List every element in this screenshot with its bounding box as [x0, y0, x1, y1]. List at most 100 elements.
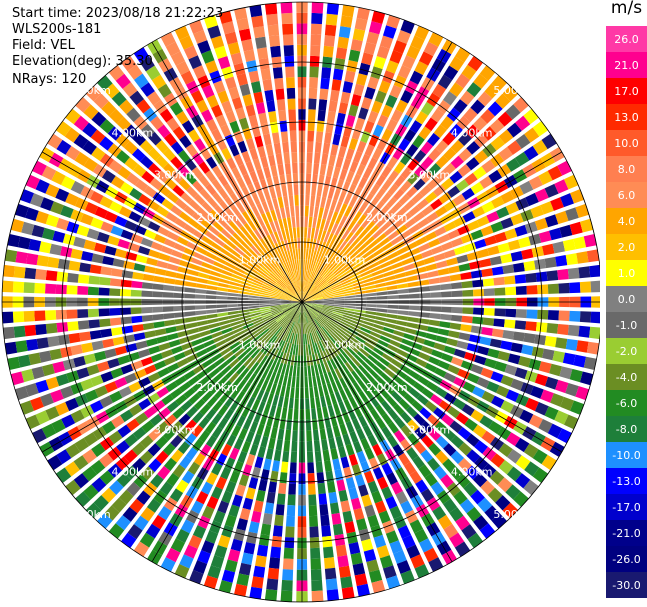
- velocity-gate: [270, 232, 277, 244]
- velocity-gate: [184, 311, 196, 317]
- velocity-gate: [330, 346, 339, 357]
- colorbar-swatch: [606, 520, 647, 547]
- velocity-gate: [400, 570, 415, 585]
- velocity-gate: [461, 64, 477, 80]
- velocity-gate: [456, 340, 469, 350]
- velocity-gate: [121, 532, 137, 549]
- velocity-gate: [417, 217, 430, 229]
- velocity-gate: [130, 233, 144, 244]
- velocity-gate: [203, 256, 215, 265]
- velocity-gate: [353, 256, 364, 266]
- velocity-gate: [258, 57, 270, 70]
- velocity-gate: [418, 286, 431, 292]
- velocity-gate: [253, 500, 264, 513]
- velocity-gate: [205, 408, 217, 421]
- velocity-gate: [387, 295, 399, 300]
- velocity-gate: [282, 275, 290, 285]
- velocity-gate: [265, 369, 273, 381]
- velocity-gate: [179, 455, 192, 469]
- velocity-gate: [45, 214, 60, 228]
- velocity-gate: [403, 461, 417, 475]
- velocity-gate: [139, 532, 155, 548]
- velocity-gate: [520, 209, 534, 222]
- velocity-gate: [101, 420, 116, 435]
- velocity-gate: [188, 393, 201, 405]
- velocity-gate: [320, 362, 327, 374]
- velocity-gate: [265, 277, 276, 286]
- velocity-gate: [314, 239, 320, 251]
- velocity-gate: [497, 242, 511, 254]
- velocity-gate: [101, 487, 117, 503]
- velocity-gate: [316, 330, 323, 341]
- velocity-gate: [504, 275, 516, 285]
- velocity-gate: [217, 312, 229, 318]
- velocity-gate: [320, 395, 327, 408]
- velocity-gate: [311, 292, 322, 298]
- velocity-gate: [369, 408, 381, 421]
- velocity-gate: [156, 260, 169, 269]
- velocity-gate: [172, 464, 186, 478]
- velocity-gate: [266, 276, 277, 284]
- velocity-gate: [569, 368, 583, 383]
- velocity-gate: [363, 41, 377, 55]
- velocity-gate: [170, 420, 184, 434]
- velocity-gate: [85, 502, 102, 519]
- velocity-gate: [500, 217, 514, 230]
- velocity-gate: [199, 188, 211, 201]
- velocity-gate: [292, 259, 296, 271]
- velocity-gate: [490, 436, 505, 451]
- velocity-gate: [260, 523, 272, 536]
- velocity-gate: [166, 472, 180, 487]
- velocity-gate: [287, 408, 293, 420]
- velocity-gate: [366, 296, 377, 300]
- velocity-gate: [532, 467, 549, 483]
- velocity-gate: [304, 227, 308, 238]
- velocity-gate: [224, 457, 236, 470]
- velocity-gate: [294, 270, 298, 282]
- velocity-gate: [251, 334, 262, 344]
- velocity-gate: [311, 273, 318, 284]
- velocity-gate: [330, 234, 338, 246]
- velocity-gate: [229, 470, 241, 484]
- velocity-gate: [323, 296, 334, 300]
- velocity-gate: [321, 326, 330, 336]
- velocity-gate: [277, 280, 287, 288]
- velocity-gate: [367, 110, 379, 124]
- velocity-gate: [280, 207, 286, 219]
- velocity-gate: [90, 374, 104, 387]
- velocity-gate: [252, 399, 261, 411]
- velocity-gate: [275, 208, 282, 220]
- velocity-gate: [242, 127, 253, 141]
- velocity-gate: [331, 285, 343, 292]
- velocity-gate: [379, 261, 391, 269]
- velocity-gate: [560, 396, 575, 411]
- velocity-gate: [399, 229, 412, 240]
- velocity-gate: [318, 252, 325, 264]
- velocity-gate: [167, 231, 180, 242]
- velocity-gate: [192, 380, 204, 392]
- velocity-gate: [334, 303, 345, 306]
- colorbar-swatch: [606, 286, 647, 313]
- velocity-gate: [283, 274, 291, 285]
- velocity-gate: [395, 320, 408, 327]
- velocity-gate: [375, 361, 387, 372]
- velocity-gate: [263, 331, 273, 341]
- velocity-gate: [496, 206, 510, 219]
- velocity-gate: [339, 215, 348, 227]
- velocity-gate: [266, 199, 274, 211]
- velocity-gate: [321, 289, 333, 295]
- velocity-gate: [331, 512, 342, 525]
- velocity-gate: [217, 361, 229, 372]
- colorbar-swatch: [606, 130, 647, 157]
- velocity-gate: [458, 458, 472, 472]
- velocity-gate: [249, 263, 260, 272]
- velocity-gate: [310, 308, 319, 316]
- velocity-gate: [481, 126, 497, 141]
- velocity-gate: [152, 283, 164, 291]
- velocity-gate: [387, 183, 399, 196]
- velocity-gate: [396, 246, 409, 256]
- velocity-gate: [241, 38, 254, 52]
- velocity-gate: [303, 248, 306, 260]
- velocity-gate: [353, 83, 365, 97]
- velocity-gate: [470, 181, 484, 195]
